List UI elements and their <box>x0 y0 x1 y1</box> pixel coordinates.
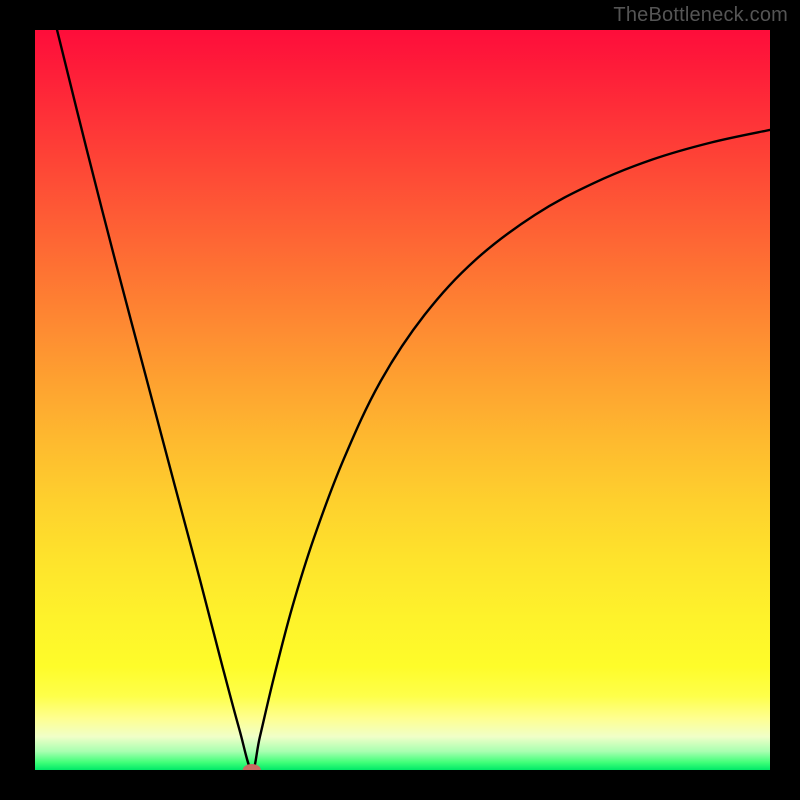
gradient-background <box>35 30 770 770</box>
watermark-text: TheBottleneck.com <box>613 4 788 27</box>
bottleneck-curve-plot <box>35 30 770 770</box>
chart-container: TheBottleneck.com <box>0 0 800 800</box>
